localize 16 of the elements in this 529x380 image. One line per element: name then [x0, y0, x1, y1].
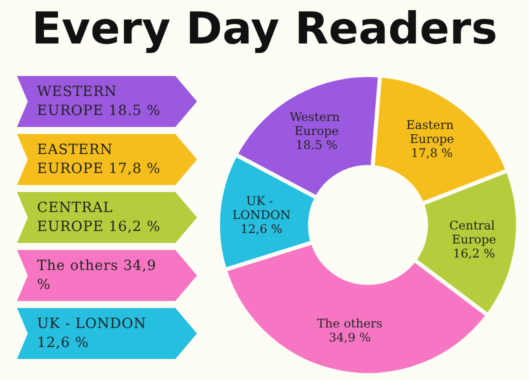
slice-label: The others [317, 316, 382, 330]
slice-label: Central Europe [449, 218, 499, 247]
arrow-tag: The others 34,9 % [17, 250, 197, 301]
arrow-tag: CENTRAL EUROPE 16,2 % [17, 192, 197, 243]
data-label: 34,9 % [328, 330, 371, 344]
chart-title: Every Day Readers [32, 4, 498, 54]
data-label: 12,6 % [240, 222, 282, 236]
data-label: 18.5 % [296, 138, 338, 152]
data-label: 17,8 % [410, 146, 453, 160]
data-label: 16,2 % [453, 246, 495, 261]
slice-label: UK - LONDON [232, 194, 291, 222]
arrow-tag: EASTERN EUROPE 17,8 % [17, 134, 197, 185]
slice-label: Western Europe [290, 110, 344, 138]
slice-label: Eastern Europe [406, 118, 458, 146]
arrow-tag: WESTERN EUROPE 18.5 % [17, 76, 197, 127]
arrow-tag: UK - LONDON 12,6 % [17, 308, 197, 359]
